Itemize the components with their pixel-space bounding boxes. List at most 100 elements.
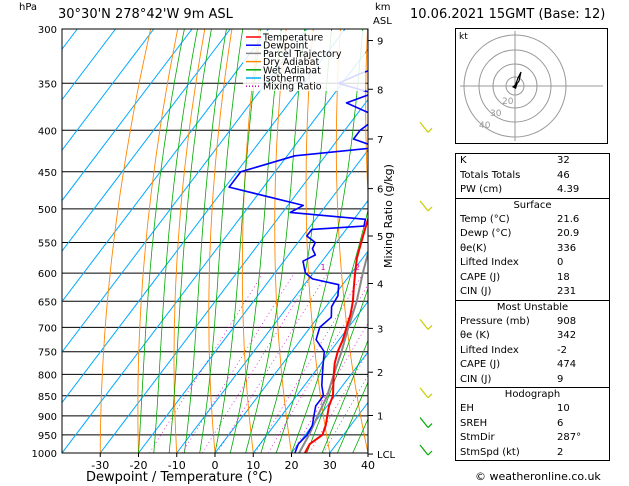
hodograph-stat-key: EH xyxy=(460,403,474,414)
x-axis-label: Dewpoint / Temperature (°C) xyxy=(86,470,273,485)
surface-value: 336 xyxy=(557,242,577,254)
isotherm-line xyxy=(62,29,116,101)
isotherm-line xyxy=(62,29,155,151)
isotherm-line xyxy=(99,98,368,453)
height-tick-label: 4 xyxy=(377,280,383,291)
most-unstable-row: CAPE (J) 474 xyxy=(456,358,609,373)
legend-entry: Mixing Ratio xyxy=(263,82,322,93)
index-value: 32 xyxy=(557,155,570,166)
isotherm-line xyxy=(62,29,269,303)
wind-barb-flag xyxy=(427,324,433,330)
legend-entry: Temperature xyxy=(262,33,323,44)
hodograph-stat-key: StmDir xyxy=(460,432,495,443)
wet-adiabat xyxy=(260,29,332,453)
skewt-chart: 1234810152025 30035040045050055060065070… xyxy=(32,25,444,472)
datetime-title: 10.06.2021 15GMT (Base: 12) xyxy=(410,7,606,22)
most-unstable-row: CIN (J) 9 xyxy=(456,373,609,387)
hodograph-stat-key: StmSpd (kt) xyxy=(460,446,520,458)
mixing-ratio-line xyxy=(149,272,264,453)
pressure-tick-label: 300 xyxy=(38,25,57,36)
mixing-ratio-label: 8 xyxy=(428,263,433,272)
surface-row: Temp (°C) 21.6 xyxy=(456,213,609,227)
wind-barb-shaft xyxy=(419,319,429,330)
most-unstable-row: θe (K) 342 xyxy=(456,329,609,344)
hodograph-stats-title: Hodograph xyxy=(456,387,609,402)
pressure-tick-label: 700 xyxy=(38,323,57,334)
mixing-ratio-line xyxy=(217,272,328,453)
hodo-ring-label-30: 30 xyxy=(490,109,502,119)
most-unstable-value: 9 xyxy=(557,373,564,385)
height-tick-label: LCL xyxy=(377,450,396,461)
legend-entry: Dry Adiabat xyxy=(263,57,320,68)
pressure-tick-label: 450 xyxy=(38,168,57,179)
mixing-ratio-line xyxy=(267,284,368,453)
parcel-trajectory-line xyxy=(298,248,368,453)
pressure-tick-label: 350 xyxy=(38,79,57,90)
temperature-tick-label: 0 xyxy=(212,459,219,472)
surface-key: CIN (J) xyxy=(460,286,492,297)
most-unstable-key: Lifted Index xyxy=(460,344,519,356)
wet-adiabat xyxy=(306,287,368,453)
hpa-unit: hPa xyxy=(19,2,38,13)
index-key: K xyxy=(460,155,467,166)
wet-adiabat xyxy=(153,29,198,453)
wind-barb xyxy=(419,200,433,212)
most-unstable-row: Lifted Index -2 xyxy=(456,344,609,358)
surface-row: θe(K) 336 xyxy=(456,242,609,256)
isotherm-line xyxy=(62,29,231,252)
height-tick-label: 9 xyxy=(377,37,383,48)
wind-barb xyxy=(419,319,433,330)
surface-value: 21.6 xyxy=(557,213,580,225)
wind-barb xyxy=(419,121,433,133)
surface-key: Dewp (°C) xyxy=(460,228,512,239)
wind-barb xyxy=(419,387,433,399)
height-tick-label: 6 xyxy=(377,185,383,196)
pressure-tick-label: 750 xyxy=(38,348,57,359)
wet-adiabat xyxy=(184,29,227,453)
wet-adiabat xyxy=(214,29,262,453)
index-value: 46 xyxy=(557,169,570,181)
surface-key: Lifted Index xyxy=(460,257,519,268)
hodograph-stat-row: SREH 6 xyxy=(456,417,609,431)
wind-barb-flag xyxy=(427,206,433,212)
index-value: 4.39 xyxy=(557,184,580,195)
temperature-tick-label: -10 xyxy=(168,459,186,472)
pressure-tick-label: 650 xyxy=(38,297,57,308)
temperature-tick-label: 30 xyxy=(323,459,337,472)
hodograph-stat-row: StmDir 287° xyxy=(456,431,609,446)
wet-adiabat xyxy=(275,29,364,453)
hodograph-panel: kt 40 30 20 xyxy=(455,28,608,144)
mixing-ratio-line xyxy=(254,272,364,453)
most-unstable-value: 474 xyxy=(557,359,577,370)
surface-row: CIN (J) 231 xyxy=(456,285,609,300)
wet-adiabat xyxy=(138,29,185,453)
mixing-ratio-label: 1 xyxy=(321,263,326,272)
hodograph-stat-row: StmSpd (kt) 2 xyxy=(456,446,609,460)
dry-adiabat xyxy=(173,29,206,453)
wind-barb-shaft xyxy=(419,444,429,456)
height-tick-label: 8 xyxy=(377,85,383,96)
hodograph-stat-value: 6 xyxy=(557,417,564,429)
pressure-tick-label: 950 xyxy=(38,431,57,442)
pressure-tick-label: 850 xyxy=(38,392,57,403)
height-tick-label: 5 xyxy=(377,232,383,243)
wind-barb-shaft xyxy=(419,387,429,399)
index-key: Totals Totals xyxy=(460,169,521,181)
mixing-ratio-axis-label: Mixing Ratio (g/kg) xyxy=(382,164,395,268)
hodograph-trace xyxy=(514,71,522,87)
dry-adiabat xyxy=(365,29,368,201)
isotherm-line xyxy=(62,48,368,453)
legend-entry: Isotherm xyxy=(263,74,305,85)
wind-barb-flag xyxy=(427,393,433,399)
dry-adiabat xyxy=(305,29,331,453)
asl-unit: ASL xyxy=(373,16,392,27)
surface-value: 0 xyxy=(557,257,564,268)
surface-key: θe(K) xyxy=(460,242,487,254)
dry-adiabat xyxy=(394,29,444,453)
temperature-tick-label: 40 xyxy=(361,459,375,472)
surface-title: Surface xyxy=(456,197,609,213)
most-unstable-value: -2 xyxy=(557,344,567,356)
most-unstable-value: 342 xyxy=(557,330,577,341)
wind-barb-flag xyxy=(427,423,433,428)
temperature-tick-label: 10 xyxy=(246,459,260,472)
